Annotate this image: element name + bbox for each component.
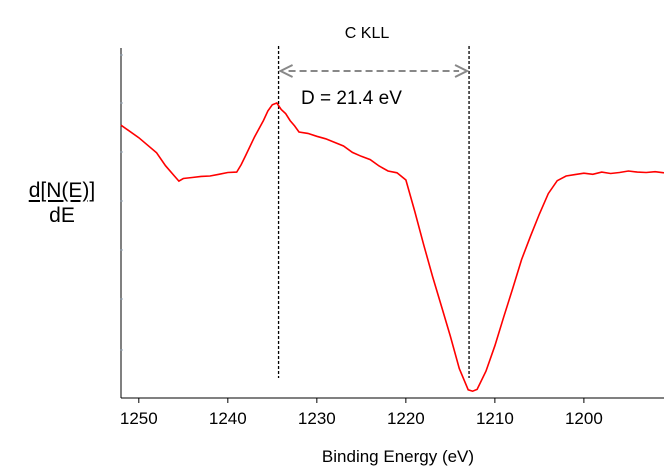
chart-title: C KLL <box>345 25 390 42</box>
annotation-arrowhead-right <box>454 64 470 78</box>
y-axis <box>120 48 123 398</box>
y-axis-label-numerator: d[N(E)] <box>28 179 96 202</box>
x-tick-label: 1210 <box>476 409 514 428</box>
x-axis-label: Binding Energy (eV) <box>322 447 474 466</box>
d-annotation-label: D = 21.4 eV <box>301 88 402 109</box>
series-line <box>120 102 664 393</box>
d-annotation: D = 21.4 eV <box>278 64 470 109</box>
x-tick-label: 1200 <box>565 409 603 428</box>
x-ticks: 1250 1240 1230 1220 1210 1200 <box>120 398 603 428</box>
y-axis-label: d[N(E)] dE <box>8 180 116 226</box>
x-tick-label: 1250 <box>120 409 158 428</box>
y-axis-label-denominator: dE <box>49 204 75 227</box>
x-tick-label: 1240 <box>209 409 247 428</box>
annotation-arrowhead-left <box>278 64 294 78</box>
x-tick-label: 1230 <box>298 409 336 428</box>
x-tick-label: 1220 <box>387 409 425 428</box>
marker-lines <box>277 46 470 378</box>
